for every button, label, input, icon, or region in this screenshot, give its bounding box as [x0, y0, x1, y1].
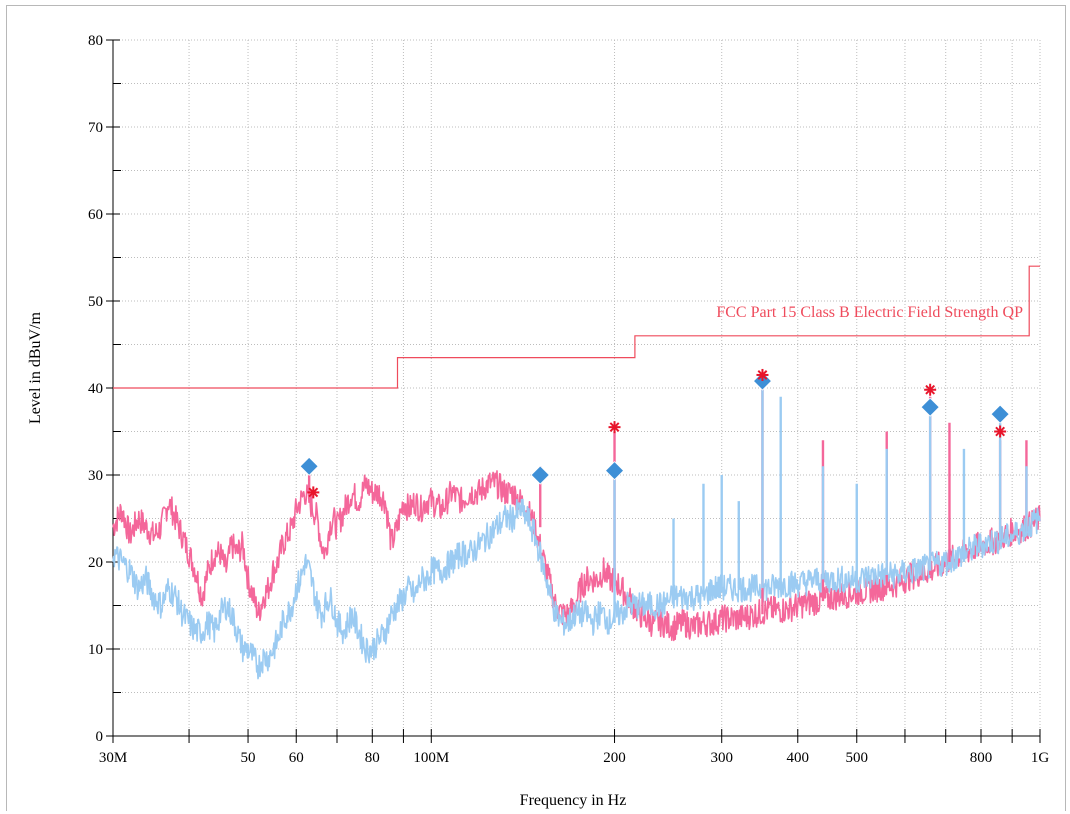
y-tick-label: 70	[88, 120, 103, 136]
peak-marker-stroke	[308, 487, 319, 498]
peak-marker-stroke	[757, 370, 768, 380]
x-tick-label: 300	[710, 750, 733, 766]
x-tick-label: 50	[241, 750, 256, 766]
x-tick-label: 400	[787, 750, 810, 766]
y-tick-label: 40	[88, 381, 103, 397]
y-tick-label: 30	[88, 468, 103, 484]
labels: Frequency in Hz Level in dBuV/m FCC Part…	[27, 304, 1023, 809]
x-axis-title: Frequency in Hz	[520, 792, 627, 809]
qp-marker	[920, 397, 940, 417]
y-tick-label: 50	[88, 294, 103, 310]
peak-marker	[756, 368, 769, 381]
x-tick-label: 800	[970, 750, 993, 766]
y-tick-label: 20	[88, 555, 103, 571]
peak-marker-stroke	[995, 426, 1006, 437]
x-tick-label: 200	[603, 750, 626, 766]
peak-marker	[924, 383, 937, 396]
qp-marker	[299, 456, 319, 476]
limit-line-label: FCC Part 15 Class B Electric Field Stren…	[716, 304, 1023, 321]
qp-marker	[604, 461, 625, 481]
qp-marker	[990, 404, 1010, 424]
peak-trace	[112, 470, 1041, 642]
x-tick-label: 80	[365, 750, 380, 766]
x-tick-label: 100M	[413, 750, 449, 766]
peak-marker	[608, 421, 621, 434]
x-tick-label: 500	[846, 750, 869, 766]
chart-frame	[6, 5, 1066, 811]
peak-marker-stroke	[925, 384, 936, 395]
qp-marker	[752, 371, 773, 391]
y-tick-label: 10	[88, 642, 103, 658]
average-trace	[112, 498, 1041, 680]
peak-marker	[994, 425, 1007, 438]
marker-layer	[299, 368, 1010, 499]
qp-marker	[530, 465, 550, 485]
y-axis-title: Level in dBuV/m	[27, 311, 44, 424]
y-tick-label: 60	[88, 207, 103, 223]
limit-line	[113, 265, 1040, 389]
x-tick-label: 60	[289, 750, 304, 766]
x-tick-label: 1G	[1031, 750, 1050, 766]
peak-marker	[307, 486, 320, 499]
limit-layer	[113, 265, 1040, 389]
peak-marker-stroke	[609, 422, 620, 433]
y-tick-label: 80	[88, 33, 103, 49]
y-tick-label: 0	[96, 729, 104, 745]
series-layer	[112, 379, 1041, 680]
x-tick-label: 30M	[99, 750, 127, 766]
